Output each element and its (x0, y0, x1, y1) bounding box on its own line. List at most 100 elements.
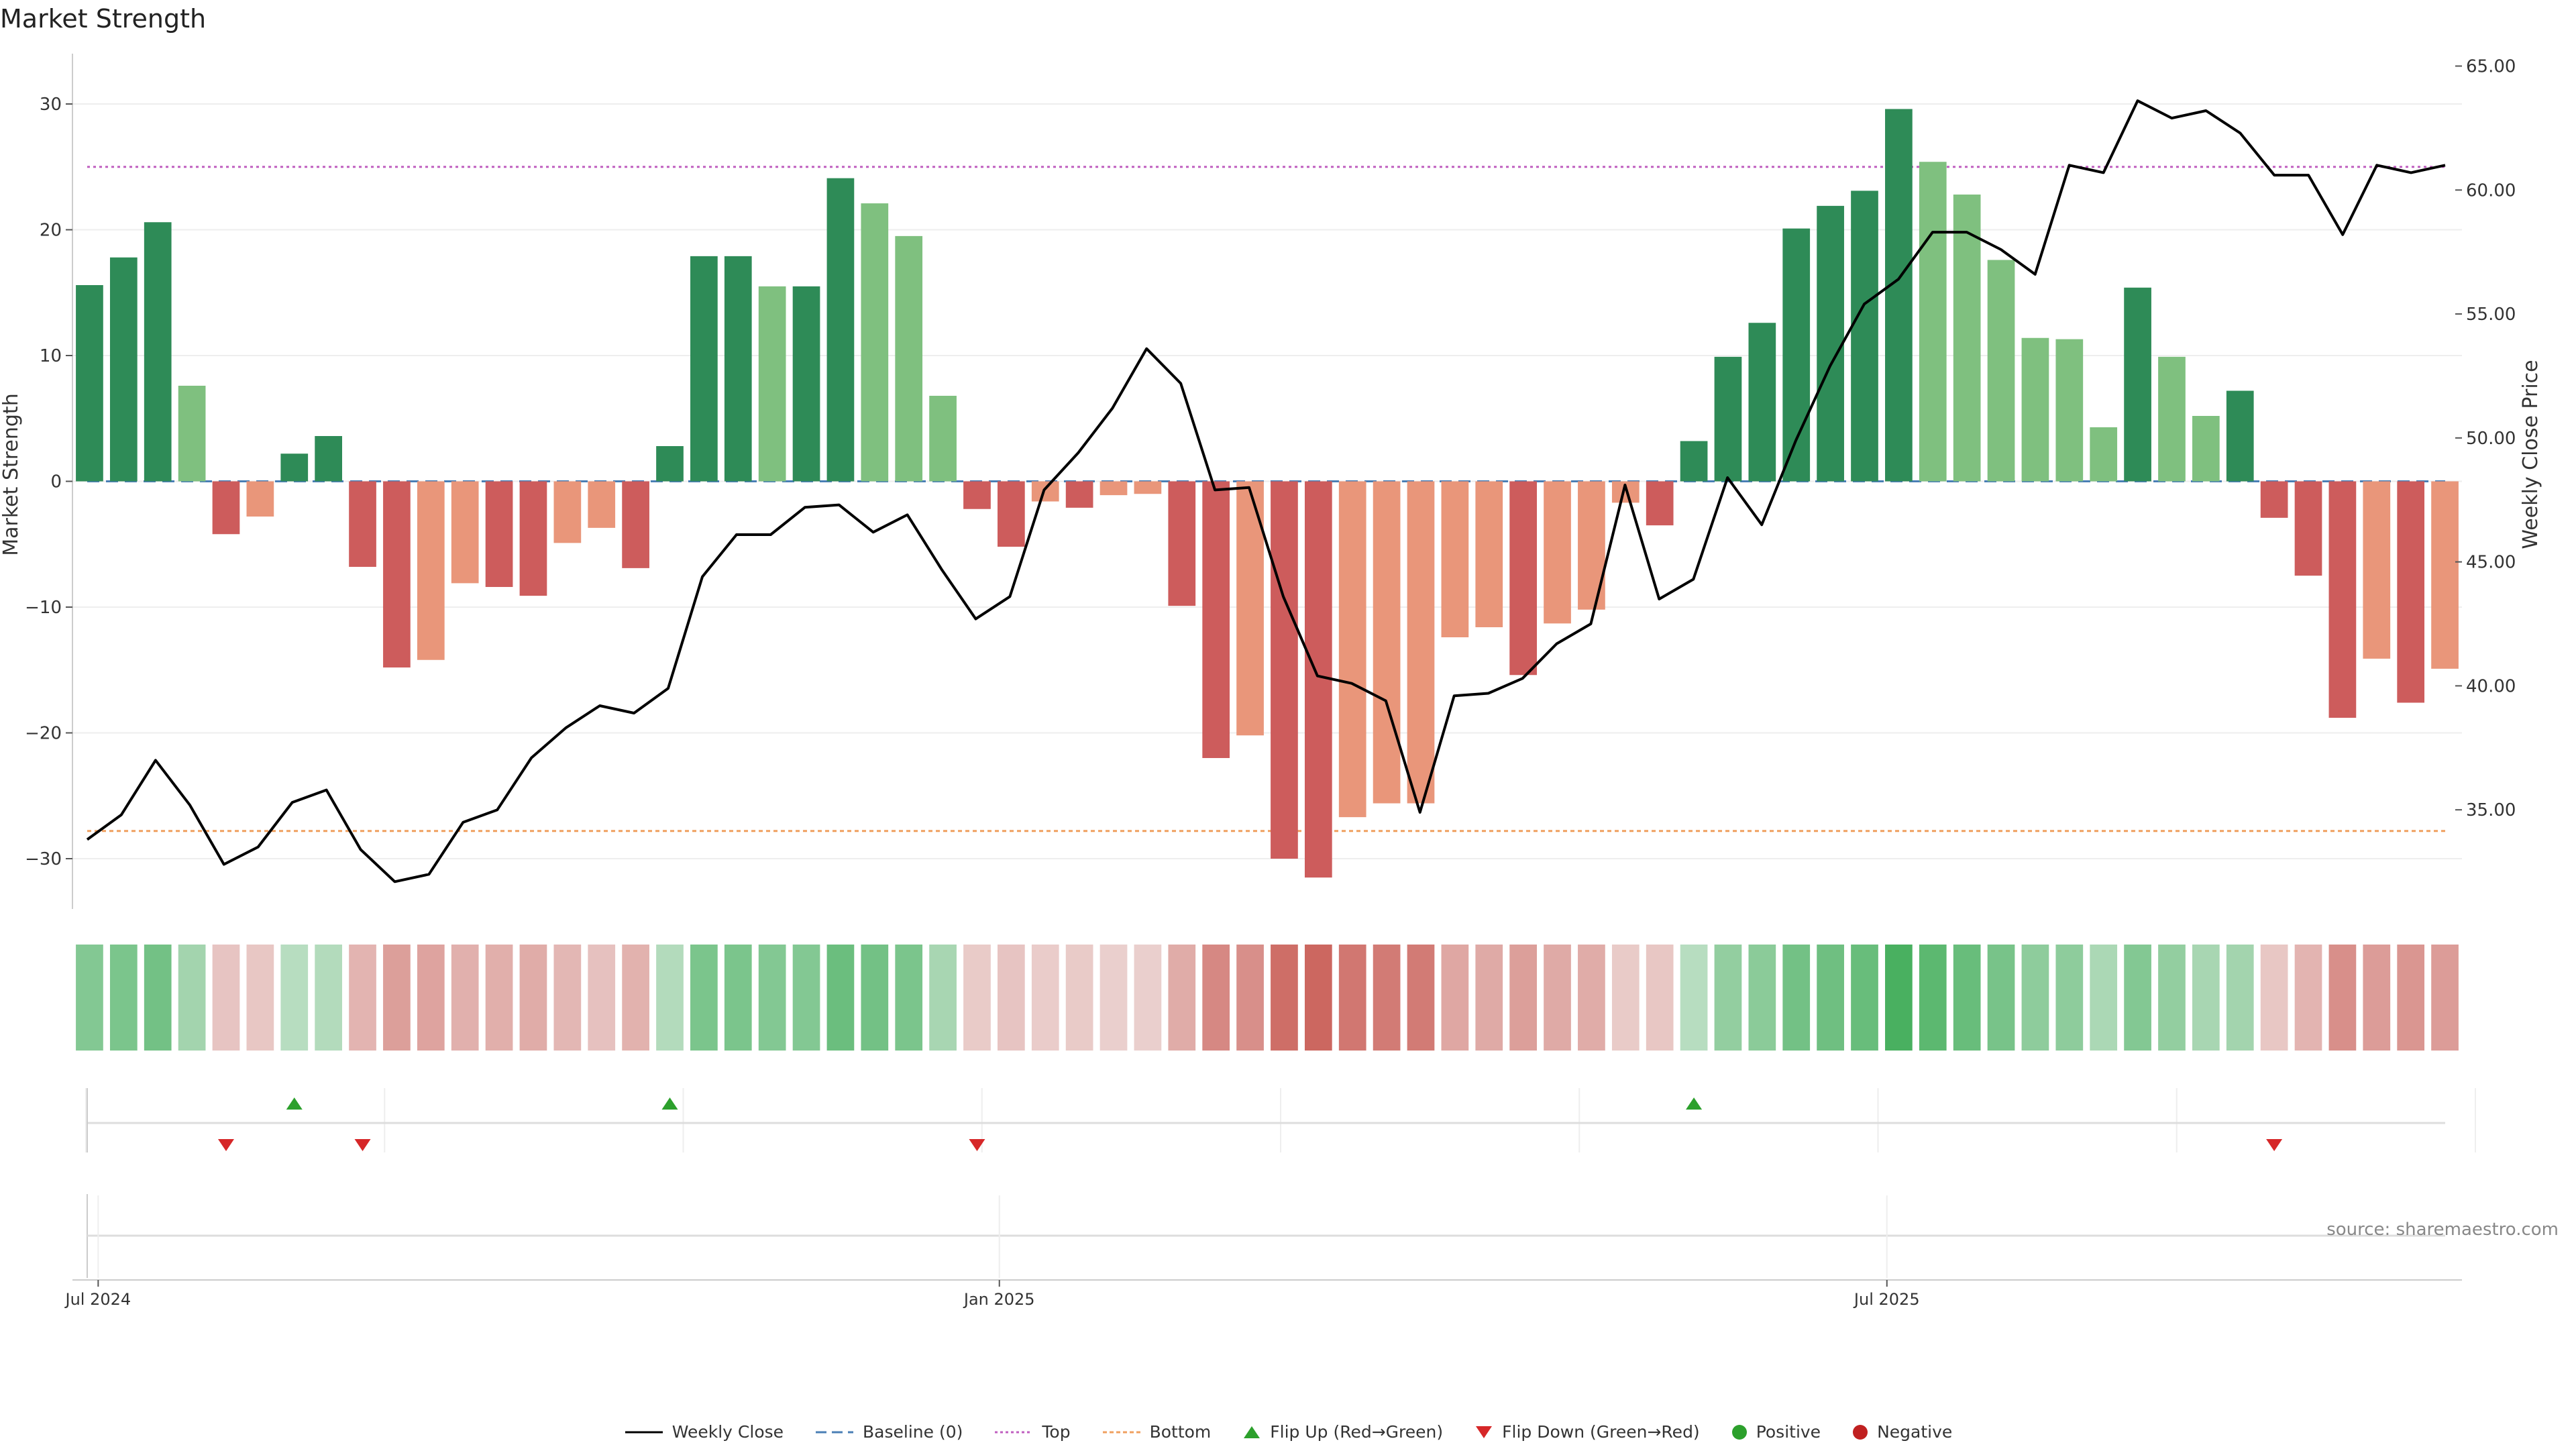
flip-panel-frame (87, 1087, 2445, 1152)
strength-bar (2294, 481, 2322, 576)
heat-cell (519, 945, 547, 1051)
heat-cell (792, 945, 820, 1051)
chart-title: Market Strength (0, 4, 207, 34)
flip-up-marker (286, 1097, 303, 1110)
heat-cell (1885, 945, 1913, 1051)
strength-bar (1065, 481, 1093, 508)
strength-bar (929, 396, 957, 482)
left-axis: −30 −20 −10 0 10 20 30 Market Strength (0, 54, 73, 909)
strength-bar (826, 178, 855, 482)
strength-bar (1680, 441, 1708, 482)
heat-cell (1851, 945, 1878, 1051)
right-tick-label: 50.00 (2466, 429, 2516, 449)
strength-bar (280, 453, 309, 482)
legend-label: Flip Down (Green→Red) (1502, 1422, 1700, 1442)
flip-down-marker (354, 1139, 371, 1151)
right-tick-label: 55.00 (2466, 305, 2516, 325)
strength-bar (724, 256, 752, 482)
strength-bar (2090, 427, 2118, 482)
heat-cell (690, 945, 718, 1051)
strength-bar (758, 286, 786, 482)
strength-bar (2397, 481, 2425, 703)
heat-cell (246, 945, 274, 1051)
triangle-up-icon (1244, 1426, 1260, 1438)
strength-bar (2055, 339, 2084, 482)
heat-cell (1817, 945, 1844, 1051)
heat-cell (1099, 945, 1128, 1051)
right-tick-label: 65.00 (2466, 56, 2516, 76)
heat-cell (417, 945, 445, 1051)
strength-bar (315, 436, 342, 482)
strength-bar (1031, 481, 1059, 502)
strength-bar (1578, 481, 1605, 610)
left-tick-label: 0 (50, 472, 62, 492)
legend-label: Negative (1877, 1422, 1953, 1442)
strength-bar (1544, 481, 1571, 624)
heat-cell (1373, 945, 1401, 1051)
heat-cell (724, 945, 752, 1051)
strength-bar (2158, 356, 2186, 482)
heat-cell (2158, 945, 2186, 1051)
strength-bar (1475, 481, 1503, 627)
sign-panel (87, 1194, 2445, 1278)
heat-cell (315, 945, 342, 1051)
strength-bar (553, 481, 582, 543)
strength-bar (1407, 481, 1435, 804)
heat-cell (861, 945, 889, 1051)
heat-cell (1134, 945, 1162, 1051)
heat-cell (2055, 945, 2084, 1051)
strength-bar (485, 481, 513, 587)
heat-cell (485, 945, 513, 1051)
flip-up-marker (661, 1097, 678, 1110)
heat-cell (656, 945, 684, 1051)
heat-cell (758, 945, 786, 1051)
legend-flip-down: Flip Down (Green→Red) (1474, 1422, 1700, 1442)
strength-bar (1817, 205, 1844, 482)
strength-bar (1646, 481, 1674, 526)
strength-bar (2431, 481, 2459, 669)
heat-cell (1202, 945, 1230, 1051)
right-tick-label: 40.00 (2466, 676, 2516, 696)
strength-bar (1782, 228, 1811, 482)
heat-cell (1578, 945, 1605, 1051)
heat-cell (1646, 945, 1674, 1051)
heat-cell (178, 945, 206, 1051)
heat-cell (1987, 945, 2015, 1051)
heat-cell (553, 945, 582, 1051)
heat-cell (1236, 945, 1264, 1051)
strength-bar (109, 257, 138, 482)
strength-bar (1509, 481, 1537, 676)
strength-bar (1168, 481, 1196, 606)
strength-bar (1099, 481, 1128, 496)
strength-bar (1748, 323, 1776, 482)
heat-cell (963, 945, 991, 1051)
right-tick-label: 45.00 (2466, 553, 2516, 573)
legend-negative: Negative (1851, 1422, 1952, 1442)
strength-bar (895, 235, 923, 482)
strength-bar (76, 285, 103, 482)
heat-cell (1544, 945, 1571, 1051)
strength-bar (2260, 481, 2288, 518)
legend-label: Baseline (0) (863, 1422, 963, 1442)
x-tick-label: Jul 2024 (64, 1290, 131, 1309)
strength-bar (588, 481, 616, 528)
strength-heatmap (76, 945, 2459, 1051)
strength-bar (2328, 481, 2357, 718)
strength-bar (383, 481, 411, 667)
legend-flip-up: Flip Up (Red→Green) (1242, 1422, 1443, 1442)
heat-cell (349, 945, 376, 1051)
flip-down-marker (217, 1139, 234, 1151)
heat-cell (1611, 945, 1640, 1051)
strength-bar (1714, 356, 1742, 482)
strength-bar (2021, 337, 2049, 482)
flip-up-marker (1686, 1097, 1703, 1110)
strength-bar (178, 386, 206, 482)
strength-bar (1987, 260, 2015, 482)
strength-bar (1851, 191, 1878, 482)
heat-cell (280, 945, 309, 1051)
heat-cell (998, 945, 1025, 1051)
strength-bar (349, 481, 376, 567)
reference-lines (87, 166, 2445, 833)
heat-cell (109, 945, 138, 1051)
right-tick-label: 35.00 (2466, 800, 2516, 820)
